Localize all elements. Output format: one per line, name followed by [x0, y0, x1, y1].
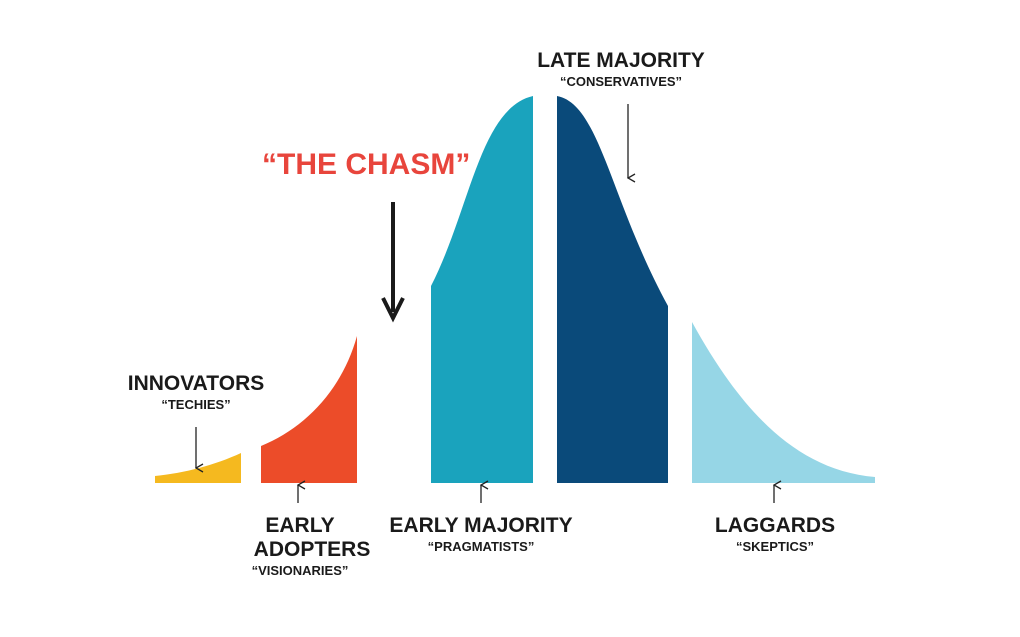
early-majority-subtitle: “PRAGMATISTS” [427, 539, 535, 554]
early-adopters-name-line2: ADOPTERS [253, 538, 371, 561]
innovators-segment [155, 453, 241, 483]
early-adopters-label: EARLY ADOPTERS “VISIONARIES” [218, 514, 382, 580]
early-adopters-name-line1: EARLY [265, 514, 335, 537]
laggards-name: LAGGARDS [714, 514, 836, 537]
early-adopters-segment [261, 336, 357, 483]
late-majority-subtitle: “CONSERVATIVES” [559, 74, 683, 89]
early-majority-segment [431, 96, 533, 483]
chasm-title: “THE CHASM” [262, 148, 471, 181]
innovators-subtitle: “TECHIES” [161, 397, 231, 412]
early-majority-label: EARLY MAJORITY “PRAGMATISTS” [376, 514, 586, 556]
laggards-segment [692, 322, 875, 483]
innovators-label: INNOVATORS “TECHIES” [114, 372, 278, 414]
late-majority-label: LATE MAJORITY “CONSERVATIVES” [516, 49, 726, 91]
late-majority-segment [557, 96, 668, 483]
laggards-label: LAGGARDS “SKEPTICS” [690, 514, 860, 556]
late-majority-name: LATE MAJORITY [537, 49, 705, 72]
early-adopters-subtitle: “VISIONARIES” [251, 563, 349, 578]
innovators-name: INNOVATORS [127, 372, 265, 395]
early-majority-name: EARLY MAJORITY [389, 514, 573, 537]
laggards-subtitle: “SKEPTICS” [735, 539, 814, 554]
chasm-arrowhead [381, 297, 405, 323]
